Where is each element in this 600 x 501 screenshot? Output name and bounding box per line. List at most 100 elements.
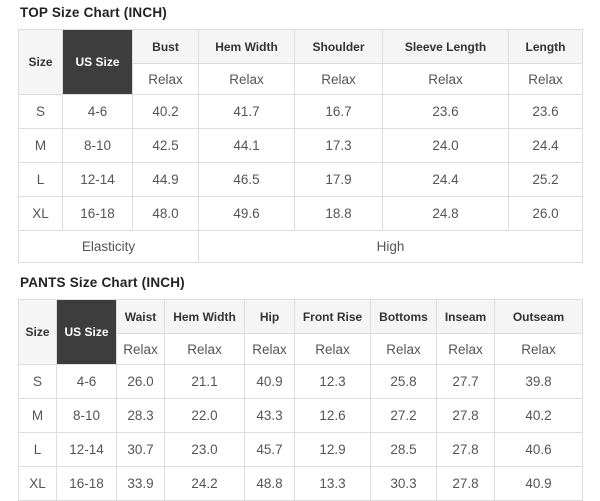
top-header-hem-width: Hem Width xyxy=(198,29,295,64)
table-row: L 12-14 44.9 46.5 17.9 24.4 25.2 xyxy=(18,162,583,197)
size-label-cell: M xyxy=(18,128,63,163)
value-cell: 25.8 xyxy=(370,364,437,399)
value-cell: 40.9 xyxy=(494,466,583,501)
us-size-cell: 16-18 xyxy=(62,196,133,231)
top-size-chart-title: TOP Size Chart (INCH) xyxy=(20,5,167,20)
value-cell: 49.6 xyxy=(198,196,295,231)
pants-header-bottoms: Bottoms xyxy=(370,299,437,334)
value-cell: 17.9 xyxy=(294,162,383,197)
table-row: S 4-6 40.2 41.7 16.7 23.6 23.6 xyxy=(18,94,583,129)
pants-size-chart-title: PANTS Size Chart (INCH) xyxy=(20,275,185,290)
pants-size-chart-table: Size US Size Waist Hem Width Hip Front R… xyxy=(18,299,583,501)
value-cell: 48.0 xyxy=(132,196,199,231)
fit-cell: Relax xyxy=(436,333,495,365)
top-header-size: Size xyxy=(18,29,63,95)
value-cell: 48.8 xyxy=(244,466,295,501)
fit-cell: Relax xyxy=(508,63,583,95)
pants-header-size: Size xyxy=(18,299,57,365)
value-cell: 41.7 xyxy=(198,94,295,129)
pants-header-waist: Waist xyxy=(116,299,165,334)
value-cell: 18.8 xyxy=(294,196,383,231)
table-row: XL 16-18 33.9 24.2 48.8 13.3 30.3 27.8 4… xyxy=(18,466,583,501)
value-cell: 42.5 xyxy=(132,128,199,163)
value-cell: 24.0 xyxy=(382,128,509,163)
value-cell: 27.7 xyxy=(436,364,495,399)
fit-cell: Relax xyxy=(294,63,383,95)
value-cell: 39.8 xyxy=(494,364,583,399)
value-cell: 24.4 xyxy=(382,162,509,197)
value-cell: 12.9 xyxy=(294,432,371,467)
top-header-row: Size US Size Bust Hem Width Shoulder Sle… xyxy=(18,29,583,95)
value-cell: 23.0 xyxy=(164,432,245,467)
top-fit-row: Relax Relax Relax Relax Relax xyxy=(19,63,583,95)
us-size-cell: 8-10 xyxy=(62,128,133,163)
top-size-chart-table: Size US Size Bust Hem Width Shoulder Sle… xyxy=(18,29,583,263)
pants-header-row: Size US Size Waist Hem Width Hip Front R… xyxy=(18,299,583,365)
pants-header-us-size: US Size xyxy=(56,299,117,365)
value-cell: 12.6 xyxy=(294,398,371,433)
elasticity-row: Elasticity High xyxy=(18,230,583,263)
fit-cell: Relax xyxy=(494,333,583,365)
table-row: XL 16-18 48.0 49.6 18.8 24.8 26.0 xyxy=(18,196,583,231)
us-size-cell: 8-10 xyxy=(56,398,117,433)
value-cell: 30.7 xyxy=(116,432,165,467)
pants-header-front-rise: Front Rise xyxy=(294,299,371,334)
value-cell: 28.5 xyxy=(370,432,437,467)
top-header-sleeve-length: Sleeve Length xyxy=(382,29,509,64)
fit-cell: Relax xyxy=(164,333,245,365)
value-cell: 23.6 xyxy=(508,94,583,129)
top-header-bust: Bust xyxy=(132,29,199,64)
pants-header-inseam: Inseam xyxy=(436,299,495,334)
value-cell: 40.6 xyxy=(494,432,583,467)
pants-header-hem-width: Hem Width xyxy=(164,299,245,334)
top-header-length: Length xyxy=(508,29,583,64)
value-cell: 45.7 xyxy=(244,432,295,467)
value-cell: 40.2 xyxy=(494,398,583,433)
pants-header-hip: Hip xyxy=(244,299,295,334)
table-row: M 8-10 42.5 44.1 17.3 24.0 24.4 xyxy=(18,128,583,163)
value-cell: 30.3 xyxy=(370,466,437,501)
size-label-cell: S xyxy=(18,364,57,399)
fit-cell: Relax xyxy=(116,333,165,365)
value-cell: 26.0 xyxy=(508,196,583,231)
elasticity-value-cell: High xyxy=(198,230,583,263)
value-cell: 27.8 xyxy=(436,398,495,433)
fit-cell: Relax xyxy=(294,333,371,365)
value-cell: 40.2 xyxy=(132,94,199,129)
pants-header-outseam: Outseam xyxy=(494,299,583,334)
value-cell: 12.3 xyxy=(294,364,371,399)
value-cell: 22.0 xyxy=(164,398,245,433)
size-label-cell: L xyxy=(18,162,63,197)
fit-cell: Relax xyxy=(370,333,437,365)
elasticity-label-cell: Elasticity xyxy=(18,230,199,263)
value-cell: 16.7 xyxy=(294,94,383,129)
value-cell: 25.2 xyxy=(508,162,583,197)
size-label-cell: M xyxy=(18,398,57,433)
fit-cell: Relax xyxy=(244,333,295,365)
value-cell: 27.8 xyxy=(436,466,495,501)
value-cell: 28.3 xyxy=(116,398,165,433)
value-cell: 13.3 xyxy=(294,466,371,501)
top-header-us-size: US Size xyxy=(62,29,133,95)
fit-cell: Relax xyxy=(132,63,199,95)
table-row: S 4-6 26.0 21.1 40.9 12.3 25.8 27.7 39.8 xyxy=(18,364,583,399)
size-label-cell: S xyxy=(18,94,63,129)
us-size-cell: 16-18 xyxy=(56,466,117,501)
size-label-cell: XL xyxy=(18,196,63,231)
value-cell: 44.1 xyxy=(198,128,295,163)
size-label-cell: L xyxy=(18,432,57,467)
value-cell: 27.8 xyxy=(436,432,495,467)
value-cell: 26.0 xyxy=(116,364,165,399)
fit-cell: Relax xyxy=(198,63,295,95)
value-cell: 27.2 xyxy=(370,398,437,433)
value-cell: 21.1 xyxy=(164,364,245,399)
top-header-shoulder: Shoulder xyxy=(294,29,383,64)
value-cell: 33.9 xyxy=(116,466,165,501)
value-cell: 24.4 xyxy=(508,128,583,163)
pants-fit-row: Relax Relax Relax Relax Relax Relax Rela… xyxy=(19,333,583,365)
value-cell: 44.9 xyxy=(132,162,199,197)
value-cell: 23.6 xyxy=(382,94,509,129)
us-size-cell: 4-6 xyxy=(56,364,117,399)
value-cell: 46.5 xyxy=(198,162,295,197)
